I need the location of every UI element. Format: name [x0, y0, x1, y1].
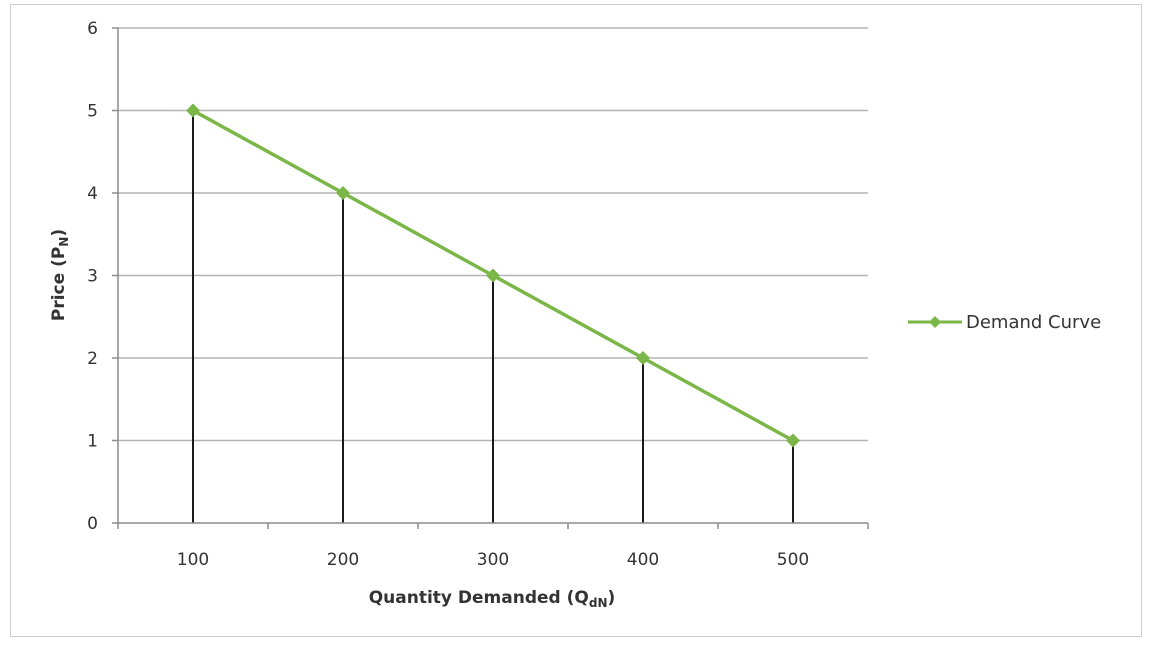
y-tick-label-2: 2	[87, 349, 98, 369]
y-axis-title: Price (PN)	[49, 229, 71, 321]
y-tick-label-5: 5	[87, 102, 98, 122]
data-point-300	[486, 268, 500, 283]
y-tick-label-1: 1	[87, 432, 98, 452]
series-layer	[186, 103, 800, 448]
legend: Demand Curve	[908, 312, 1101, 333]
x-tick-label-400: 400	[627, 550, 659, 570]
grid-lines	[118, 27, 868, 442]
axes	[112, 27, 869, 529]
data-point-500	[786, 433, 800, 448]
x-tick-labels: 100 200 300 400 500	[177, 550, 809, 570]
y-tick-labels: 0 1 2 3 4 5 6	[87, 19, 98, 534]
y-tick-label-3: 3	[87, 267, 98, 287]
legend-label: Demand Curve	[966, 312, 1101, 333]
y-tick-label-6: 6	[87, 19, 98, 39]
x-axis-title: Quantity Demanded (QdN)	[369, 588, 616, 610]
drop-lines	[192, 110, 794, 523]
x-tick-label-500: 500	[777, 550, 809, 570]
x-tick-label-100: 100	[177, 550, 209, 570]
x-tick-label-300: 300	[477, 550, 509, 570]
x-tick-label-200: 200	[327, 550, 359, 570]
data-point-400	[636, 351, 650, 365]
legend-marker	[929, 316, 941, 328]
y-tick-label-4: 4	[87, 184, 98, 204]
data-point-100	[186, 103, 200, 118]
y-tick-label-0: 0	[87, 514, 98, 534]
data-point-200	[336, 186, 350, 200]
